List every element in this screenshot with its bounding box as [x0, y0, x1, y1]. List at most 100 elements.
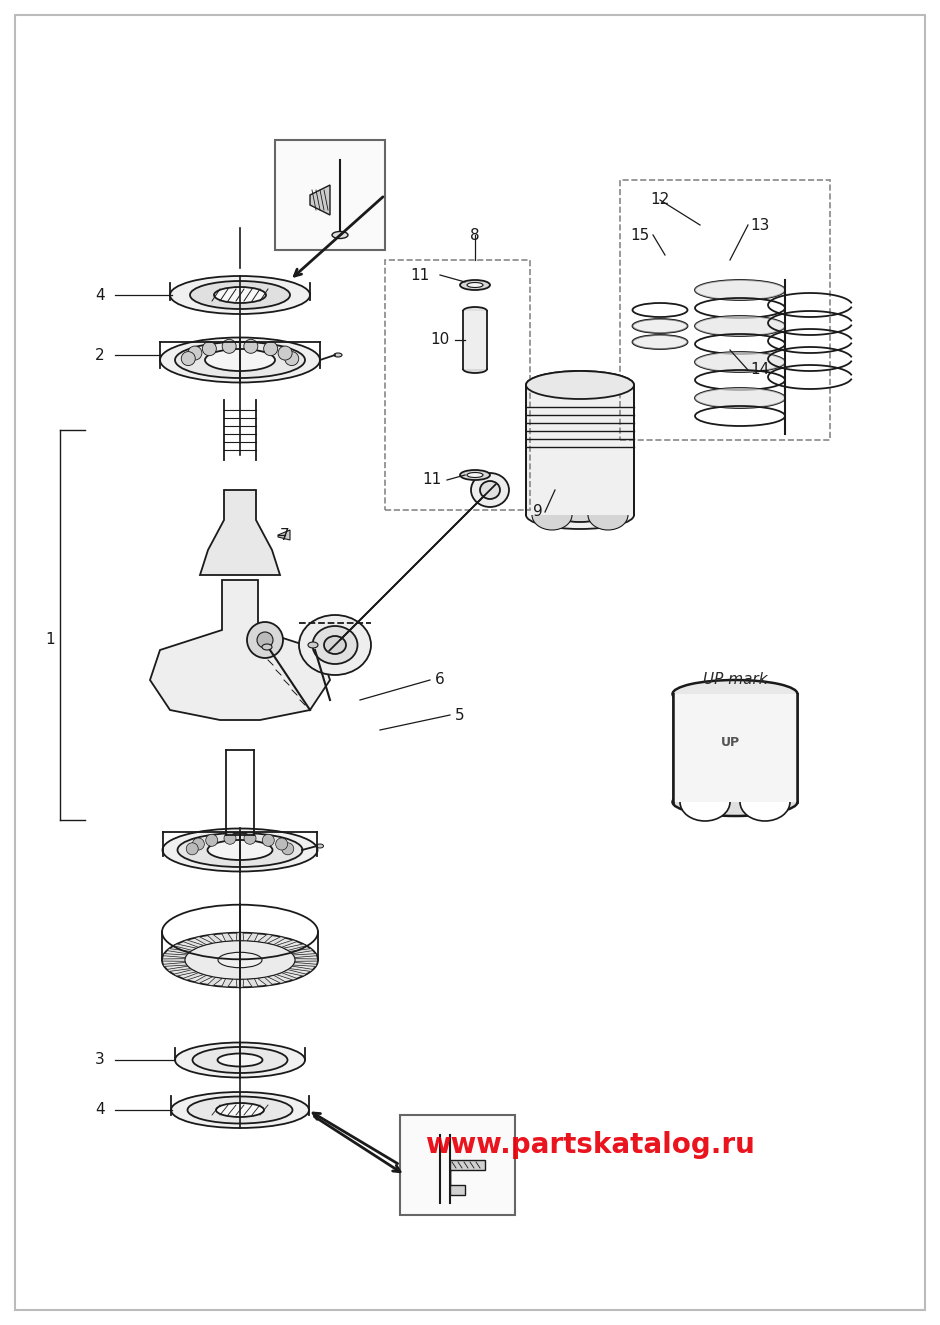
Circle shape: [193, 837, 204, 851]
Text: 4: 4: [95, 288, 105, 302]
Text: 6: 6: [435, 673, 445, 688]
Polygon shape: [258, 978, 273, 986]
Ellipse shape: [214, 288, 266, 303]
FancyBboxPatch shape: [275, 140, 385, 250]
Polygon shape: [195, 937, 212, 945]
Polygon shape: [463, 311, 487, 368]
Ellipse shape: [170, 276, 310, 314]
Polygon shape: [267, 975, 286, 983]
Text: 8: 8: [470, 228, 479, 242]
Polygon shape: [673, 694, 797, 802]
Text: UP: UP: [720, 735, 740, 749]
Polygon shape: [208, 934, 223, 943]
Text: 13: 13: [750, 217, 770, 232]
Circle shape: [243, 339, 258, 354]
Ellipse shape: [193, 1047, 288, 1073]
Text: 10: 10: [431, 333, 449, 347]
Ellipse shape: [312, 625, 357, 664]
Ellipse shape: [332, 232, 348, 238]
Ellipse shape: [463, 307, 487, 315]
Circle shape: [263, 342, 277, 355]
Ellipse shape: [163, 828, 318, 872]
Ellipse shape: [216, 1102, 264, 1117]
Polygon shape: [200, 490, 280, 575]
Polygon shape: [222, 933, 233, 942]
Polygon shape: [310, 186, 330, 215]
Text: 9: 9: [533, 505, 543, 519]
Text: 12: 12: [650, 192, 669, 208]
Polygon shape: [222, 979, 233, 987]
Polygon shape: [276, 939, 297, 947]
Polygon shape: [450, 1159, 485, 1195]
Circle shape: [278, 346, 292, 360]
Polygon shape: [236, 979, 243, 987]
Polygon shape: [258, 934, 273, 943]
Ellipse shape: [680, 783, 730, 822]
Ellipse shape: [262, 644, 272, 651]
Ellipse shape: [178, 833, 303, 867]
Polygon shape: [267, 937, 286, 945]
Ellipse shape: [218, 953, 262, 967]
Ellipse shape: [460, 470, 490, 480]
Polygon shape: [208, 978, 223, 986]
Text: 11: 11: [411, 268, 430, 282]
Ellipse shape: [334, 352, 342, 356]
Ellipse shape: [299, 615, 371, 674]
Ellipse shape: [190, 281, 290, 309]
Circle shape: [186, 843, 198, 855]
Polygon shape: [290, 966, 313, 971]
Ellipse shape: [633, 335, 687, 348]
Polygon shape: [182, 973, 204, 980]
Ellipse shape: [471, 473, 509, 507]
Circle shape: [222, 339, 236, 354]
Ellipse shape: [467, 282, 483, 288]
Text: 14: 14: [750, 363, 770, 378]
Polygon shape: [166, 949, 191, 954]
Ellipse shape: [324, 636, 346, 655]
Circle shape: [181, 351, 196, 366]
Ellipse shape: [633, 319, 687, 333]
Text: 2: 2: [95, 347, 105, 363]
Ellipse shape: [532, 500, 572, 530]
Polygon shape: [166, 966, 191, 971]
Ellipse shape: [695, 315, 785, 337]
Circle shape: [224, 832, 236, 844]
Ellipse shape: [460, 280, 490, 290]
Ellipse shape: [672, 680, 797, 708]
Polygon shape: [174, 943, 196, 950]
Ellipse shape: [526, 371, 634, 399]
Circle shape: [262, 835, 274, 847]
Text: 7: 7: [280, 527, 290, 542]
Ellipse shape: [175, 1043, 305, 1077]
Polygon shape: [284, 943, 306, 950]
Ellipse shape: [205, 348, 275, 371]
Ellipse shape: [480, 481, 500, 500]
Text: 15: 15: [631, 228, 650, 242]
Polygon shape: [278, 530, 290, 541]
Text: 4: 4: [95, 1102, 105, 1117]
Polygon shape: [174, 970, 196, 977]
Circle shape: [282, 843, 294, 855]
Circle shape: [247, 621, 283, 659]
Polygon shape: [276, 973, 297, 980]
Ellipse shape: [526, 371, 634, 399]
Polygon shape: [182, 939, 204, 947]
Polygon shape: [163, 962, 187, 966]
Ellipse shape: [463, 364, 487, 374]
Ellipse shape: [171, 1092, 309, 1128]
Ellipse shape: [317, 844, 323, 848]
FancyBboxPatch shape: [400, 1116, 515, 1215]
Text: 3: 3: [95, 1052, 105, 1068]
Ellipse shape: [695, 352, 785, 372]
Ellipse shape: [740, 783, 790, 822]
Text: 5: 5: [455, 708, 464, 722]
Text: 1: 1: [45, 632, 55, 648]
Circle shape: [257, 632, 273, 648]
Polygon shape: [247, 979, 258, 987]
Text: 11: 11: [422, 473, 442, 488]
Ellipse shape: [175, 342, 305, 378]
Ellipse shape: [185, 941, 295, 979]
Polygon shape: [162, 959, 185, 962]
Ellipse shape: [308, 643, 318, 648]
Polygon shape: [236, 933, 243, 941]
